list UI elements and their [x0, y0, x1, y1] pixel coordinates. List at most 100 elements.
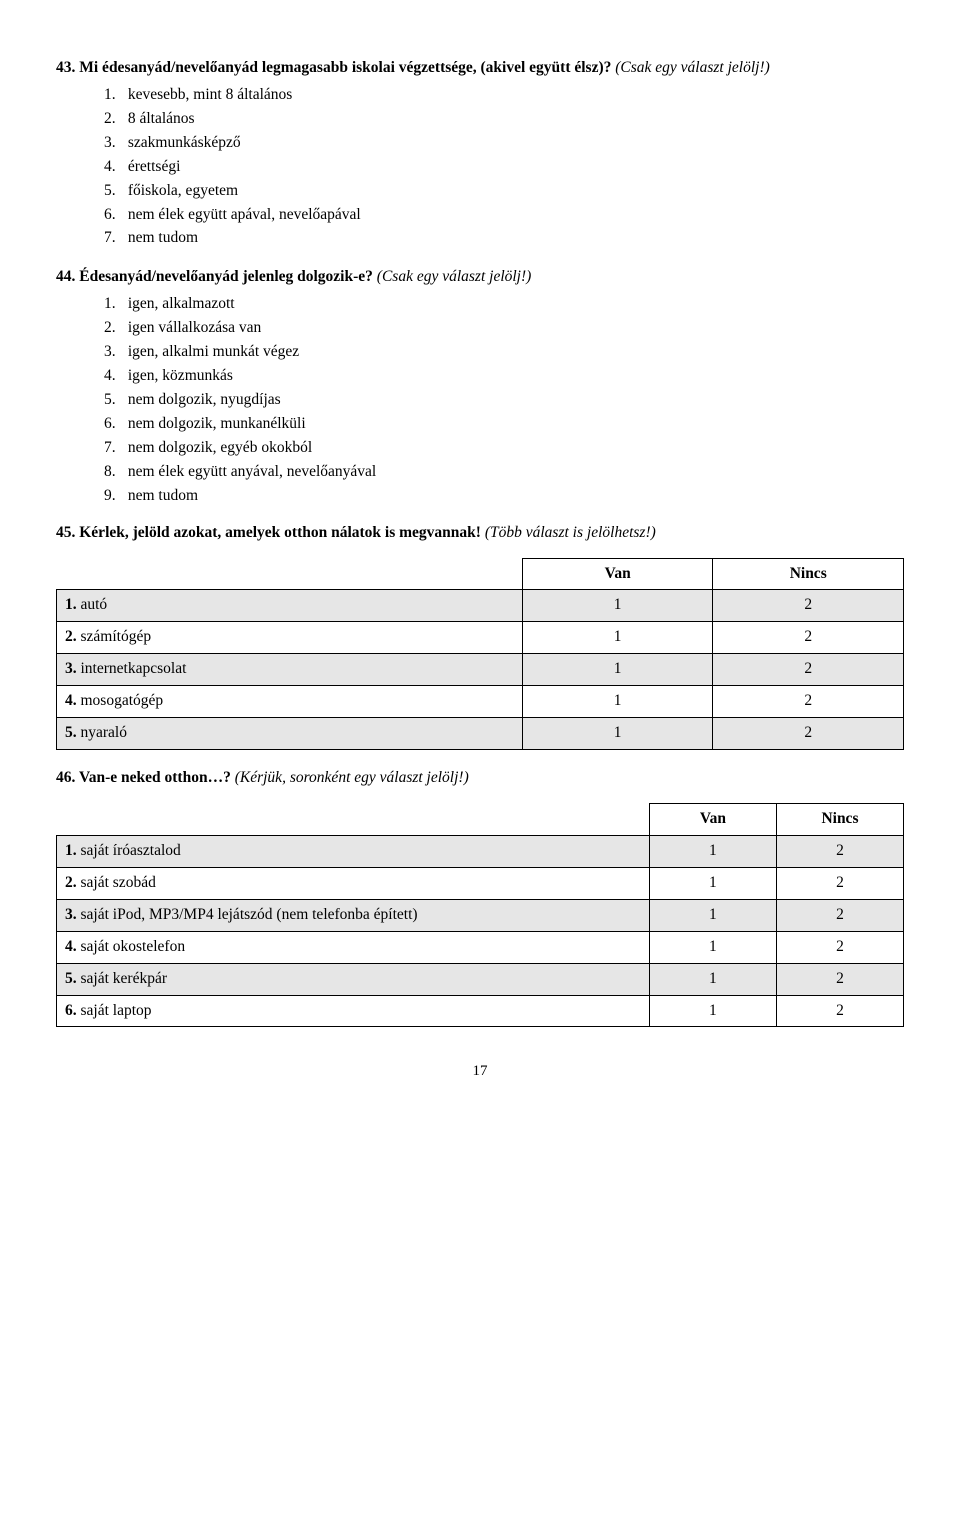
- row-value-van: 1: [522, 654, 713, 686]
- option-number: 5.: [104, 390, 124, 411]
- option-number: 4.: [104, 366, 124, 387]
- row-label: 3. saját iPod, MP3/MP4 lejátszód (nem te…: [57, 899, 650, 931]
- q45-title-bold: 45. Kérlek, jelöld azokat, amelyek ottho…: [56, 524, 481, 541]
- q46-col-nincs: Nincs: [776, 803, 903, 835]
- row-text: saját laptop: [77, 1002, 152, 1019]
- table-row: 3. saját iPod, MP3/MP4 lejátszód (nem te…: [57, 899, 904, 931]
- table-row: 2. számítógép12: [57, 622, 904, 654]
- option-number: 3.: [104, 342, 124, 363]
- option-label: nem élek együtt anyával, nevelőanyával: [124, 463, 376, 480]
- row-text: saját íróasztalod: [77, 842, 181, 859]
- option-label: nem tudom: [124, 487, 198, 504]
- row-text: saját iPod, MP3/MP4 lejátszód (nem telef…: [77, 906, 418, 923]
- row-label: 6. saját laptop: [57, 995, 650, 1027]
- row-text: mosogatógép: [77, 692, 164, 709]
- option-label: nem tudom: [124, 229, 198, 246]
- row-number: 5.: [65, 724, 77, 741]
- row-value-van: 1: [522, 622, 713, 654]
- row-value-nincs: 2: [776, 867, 903, 899]
- q45-title: 45. Kérlek, jelöld azokat, amelyek ottho…: [56, 523, 904, 544]
- option-label: nem dolgozik, egyéb okokból: [124, 439, 312, 456]
- row-value-van: 1: [649, 995, 776, 1027]
- row-label: 5. saját kerékpár: [57, 963, 650, 995]
- table-row: 1. saját íróasztalod12: [57, 835, 904, 867]
- option-number: 5.: [104, 181, 124, 202]
- q46-col-van: Van: [649, 803, 776, 835]
- row-label: 2. saját szobád: [57, 867, 650, 899]
- row-number: 2.: [65, 628, 77, 645]
- row-number: 5.: [65, 970, 77, 987]
- option-item: 7. nem tudom: [104, 228, 904, 249]
- row-value-nincs: 2: [776, 931, 903, 963]
- row-value-van: 1: [649, 867, 776, 899]
- q46-header-row: Van Nincs: [57, 803, 904, 835]
- option-label: nem dolgozik, munkanélküli: [124, 415, 306, 432]
- row-value-van: 1: [649, 931, 776, 963]
- row-label: 3. internetkapcsolat: [57, 654, 523, 686]
- q46-title-bold: 46. Van-e neked otthon…?: [56, 769, 231, 786]
- option-item: 8. nem élek együtt anyával, nevelőanyáva…: [104, 462, 904, 483]
- q45-col-nincs: Nincs: [713, 558, 904, 590]
- option-item: 4. igen, közmunkás: [104, 366, 904, 387]
- q45-corner: [57, 558, 523, 590]
- option-item: 6. nem dolgozik, munkanélküli: [104, 414, 904, 435]
- q45-hint: (Több választ is jelölhetsz!): [485, 524, 656, 541]
- option-number: 7.: [104, 438, 124, 459]
- q46-table: Van Nincs 1. saját íróasztalod122. saját…: [56, 803, 904, 1027]
- row-text: nyaraló: [77, 724, 127, 741]
- option-label: nem dolgozik, nyugdíjas: [124, 391, 281, 408]
- q44-options: 1. igen, alkalmazott2. igen vállalkozása…: [56, 294, 904, 506]
- row-label: 4. saját okostelefon: [57, 931, 650, 963]
- option-number: 3.: [104, 133, 124, 154]
- option-number: 9.: [104, 486, 124, 507]
- option-item: 3. igen, alkalmi munkát végez: [104, 342, 904, 363]
- row-label: 1. saját íróasztalod: [57, 835, 650, 867]
- row-text: internetkapcsolat: [77, 660, 187, 677]
- row-number: 3.: [65, 906, 77, 923]
- q46-body: 1. saját íróasztalod122. saját szobád123…: [57, 835, 904, 1027]
- option-number: 7.: [104, 228, 124, 249]
- row-label: 2. számítógép: [57, 622, 523, 654]
- row-text: saját szobád: [77, 874, 156, 891]
- q46-hint: (Kérjük, soronként egy választ jelölj!): [235, 769, 469, 786]
- row-text: saját okostelefon: [77, 938, 185, 955]
- table-row: 2. saját szobád12: [57, 867, 904, 899]
- row-value-nincs: 2: [713, 686, 904, 718]
- q46-title: 46. Van-e neked otthon…? (Kérjük, soronk…: [56, 768, 904, 789]
- option-label: nem élek együtt apával, nevelőapával: [124, 206, 361, 223]
- q45-col-van: Van: [522, 558, 713, 590]
- row-value-nincs: 2: [713, 654, 904, 686]
- row-value-van: 1: [649, 835, 776, 867]
- row-value-nincs: 2: [713, 718, 904, 750]
- option-item: 9. nem tudom: [104, 486, 904, 507]
- q45-table: Van Nincs 1. autó122. számítógép123. int…: [56, 558, 904, 751]
- q45-header-row: Van Nincs: [57, 558, 904, 590]
- q43-hint: (Csak egy választ jelölj!): [615, 59, 770, 76]
- row-value-van: 1: [522, 590, 713, 622]
- row-number: 1.: [65, 596, 77, 613]
- row-value-nincs: 2: [776, 963, 903, 995]
- row-value-van: 1: [522, 686, 713, 718]
- row-label: 1. autó: [57, 590, 523, 622]
- option-item: 5. főiskola, egyetem: [104, 181, 904, 202]
- row-value-van: 1: [649, 899, 776, 931]
- option-item: 6. nem élek együtt apával, nevelőapával: [104, 205, 904, 226]
- table-row: 4. saját okostelefon12: [57, 931, 904, 963]
- page-number: 17: [56, 1061, 904, 1081]
- row-number: 1.: [65, 842, 77, 859]
- q43-title: 43. Mi édesanyád/nevelőanyád legmagasabb…: [56, 58, 904, 79]
- row-number: 4.: [65, 938, 77, 955]
- row-value-van: 1: [649, 963, 776, 995]
- table-row: 3. internetkapcsolat12: [57, 654, 904, 686]
- row-number: 2.: [65, 874, 77, 891]
- row-number: 6.: [65, 1002, 77, 1019]
- option-number: 1.: [104, 294, 124, 315]
- option-number: 6.: [104, 205, 124, 226]
- option-label: igen, alkalmi munkát végez: [124, 343, 299, 360]
- option-number: 1.: [104, 85, 124, 106]
- row-value-van: 1: [522, 718, 713, 750]
- option-label: szakmunkásképző: [124, 134, 241, 151]
- row-text: autó: [77, 596, 108, 613]
- table-row: 4. mosogatógép12: [57, 686, 904, 718]
- row-text: számítógép: [77, 628, 151, 645]
